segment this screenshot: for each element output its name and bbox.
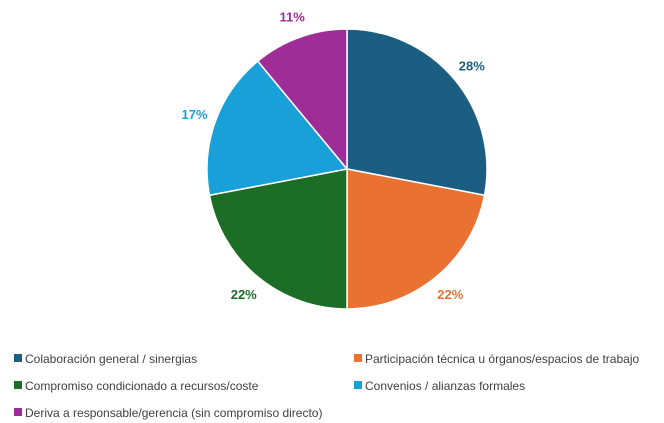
legend-swatch xyxy=(354,381,362,389)
pie-slices xyxy=(206,28,488,310)
legend-swatch xyxy=(14,408,22,416)
legend-item: Convenios / alianzas formales xyxy=(354,379,525,393)
slice-percent-label: 22% xyxy=(437,287,463,302)
legend-item: Compromiso condicionado a recursos/coste xyxy=(14,379,259,393)
slice-percent-label: 11% xyxy=(279,10,305,25)
legend-swatch xyxy=(354,354,362,362)
legend-swatch xyxy=(14,354,22,362)
pie-slice xyxy=(208,168,348,310)
legend-item: Colaboración general / sinergias xyxy=(14,352,197,366)
slice-percent-label: 22% xyxy=(231,287,257,302)
pie-slice xyxy=(346,28,488,197)
pie-data-labels: 28% 22% 22% 17% 11% xyxy=(182,10,486,302)
pie-slice xyxy=(346,168,486,310)
legend-item: Participación técnica u órganos/espacios… xyxy=(354,352,639,366)
pie-slice xyxy=(206,60,349,197)
slice-percent-label: 17% xyxy=(182,107,208,122)
slice-percent-label: 28% xyxy=(459,59,485,74)
legend-label: Convenios / alianzas formales xyxy=(365,379,525,393)
legend-swatch xyxy=(14,381,22,389)
legend-label: Deriva a responsable/gerencia (sin compr… xyxy=(25,406,322,420)
legend-label: Compromiso condicionado a recursos/coste xyxy=(25,379,259,393)
pie-slice xyxy=(256,28,348,172)
legend-label: Colaboración general / sinergias xyxy=(25,352,197,366)
legend-label: Participación técnica u órganos/espacios… xyxy=(365,352,639,366)
legend-item: Deriva a responsable/gerencia (sin compr… xyxy=(14,406,322,420)
chart-legend: Colaboración general / sinergias Particip… xyxy=(14,352,639,420)
